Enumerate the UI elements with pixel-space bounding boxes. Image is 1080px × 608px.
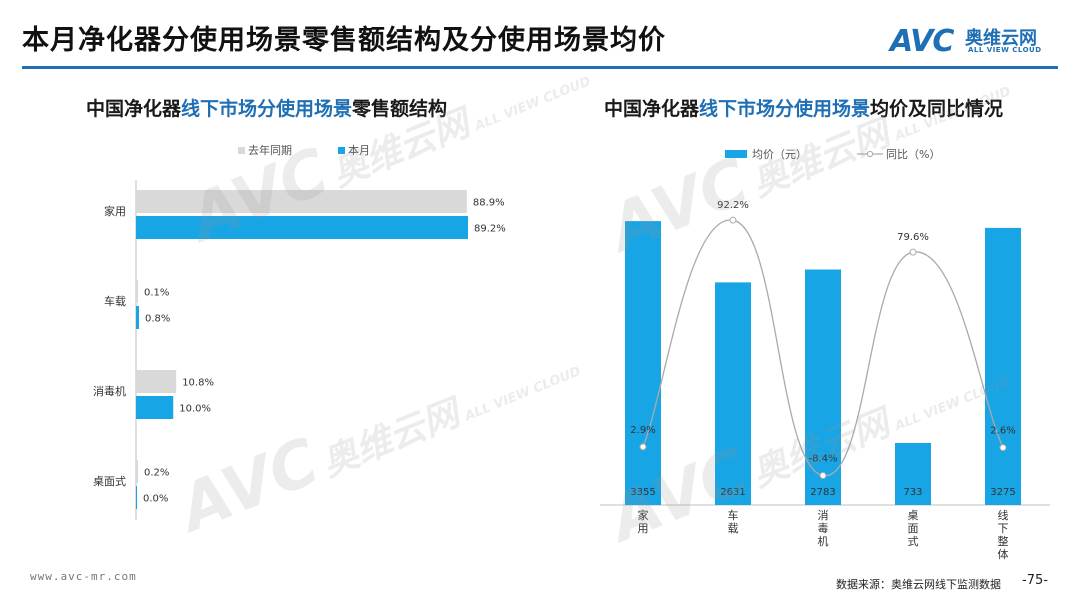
left-chart-title-pre: 中国净化器 xyxy=(86,98,182,120)
category-label: 家用 xyxy=(638,508,649,535)
page-title: 本月净化器分使用场景零售额结构及分使用场景均价 xyxy=(22,25,666,56)
bar-avg-price xyxy=(895,442,931,505)
legend-swatch-last-year xyxy=(238,146,245,154)
right-chart-title-post: 均价及同比情况 xyxy=(870,98,1004,120)
left-bar-chart: 家用 88.9% 89.2% 车载 0.1% 0.8% 消毒机 10.8% 10.0% 桌面式 0.… xyxy=(93,180,506,520)
yoy-point xyxy=(639,443,647,451)
bar-avg-price xyxy=(985,227,1021,505)
data-label: 0.0% xyxy=(143,494,168,505)
footer-source: 数据来源：奥维云网线下监测数据 xyxy=(836,578,1001,591)
right-legend: 均价（元） 同比（%） xyxy=(725,146,940,162)
bar-value-label: 733 xyxy=(903,487,922,498)
yoy-point xyxy=(819,472,827,480)
right-chart-title: 中国净化器线下市场分使用场景均价及同比情况 xyxy=(604,94,1003,121)
right-chart-title-highlight: 线下市场分使用场景 xyxy=(699,98,871,120)
logo-mark: AVC xyxy=(890,24,954,59)
bar-this-month xyxy=(136,486,137,509)
yoy-label: 2.9% xyxy=(630,425,655,436)
category-label: 家用 xyxy=(104,204,126,218)
bar-value-label: 2783 xyxy=(810,487,835,498)
legend-label-this-month: 本月 xyxy=(348,144,370,157)
right-combo-chart: 3355 家用 2631 车载 2783 消毒机 733 桌面式 3275 线下整体 2.9% 92.… xyxy=(600,200,1050,561)
data-label: 0.2% xyxy=(144,468,169,479)
left-legend: 去年同期 本月 xyxy=(238,142,370,158)
bar-this-month xyxy=(136,396,174,419)
legend-swatch-avg-price xyxy=(725,150,747,158)
bar-this-month xyxy=(136,306,139,329)
data-label: 10.0% xyxy=(179,404,211,415)
bar-avg-price xyxy=(715,282,751,505)
category-label: 车载 xyxy=(728,508,739,535)
yoy-label: 2.6% xyxy=(990,426,1015,437)
data-label: 89.2% xyxy=(474,224,506,235)
logo-text-en: ALL VIEW CLOUD xyxy=(968,46,1042,54)
bar-last-year xyxy=(136,280,138,303)
bar-last-year xyxy=(136,370,177,393)
left-chart-title-highlight: 线下市场分使用场景 xyxy=(181,98,353,120)
title-divider xyxy=(22,66,1058,69)
bar-last-year xyxy=(136,460,138,483)
yoy-label: -8.4% xyxy=(808,454,837,465)
data-label: 0.1% xyxy=(144,288,169,299)
category-label: 消毒机 xyxy=(93,384,126,398)
bar-value-label: 3355 xyxy=(630,487,655,498)
legend-label-yoy: 同比（%） xyxy=(886,148,941,161)
legend-label-last-year: 去年同期 xyxy=(248,144,292,157)
left-chart-title: 中国净化器线下市场分使用场景零售额结构 xyxy=(86,94,447,121)
legend-label-avg-price: 均价（元） xyxy=(752,148,807,161)
bar-avg-price xyxy=(625,221,661,505)
bar-value-label: 2631 xyxy=(720,487,745,498)
yoy-label: 92.2% xyxy=(717,200,749,211)
yoy-point xyxy=(999,444,1007,452)
data-label: 0.8% xyxy=(145,314,170,325)
category-label: 车载 xyxy=(104,294,126,308)
logo-text-cn: 奥维云网 xyxy=(965,28,1037,49)
bar-avg-price xyxy=(805,269,841,505)
bar-last-year xyxy=(136,190,467,213)
category-label: 线下整体 xyxy=(998,508,1009,561)
data-label: 10.8% xyxy=(182,378,214,389)
bar-this-month xyxy=(136,216,468,239)
legend-swatch-this-month xyxy=(338,146,345,154)
category-label: 消毒机 xyxy=(818,508,829,548)
page-number: -75- xyxy=(1022,573,1048,588)
data-label: 88.9% xyxy=(473,198,505,209)
bar-value-label: 3275 xyxy=(990,487,1015,498)
category-label: 桌面式 xyxy=(908,509,919,548)
footer-url: www.avc-mr.com xyxy=(30,570,137,583)
right-chart-title-pre: 中国净化器 xyxy=(604,98,700,120)
yoy-label: 79.6% xyxy=(897,232,929,243)
category-label: 桌面式 xyxy=(93,475,126,488)
legend-swatch-yoy xyxy=(857,150,883,158)
left-chart-title-post: 零售额结构 xyxy=(352,98,448,120)
yoy-point xyxy=(729,216,737,224)
yoy-point xyxy=(909,248,917,256)
